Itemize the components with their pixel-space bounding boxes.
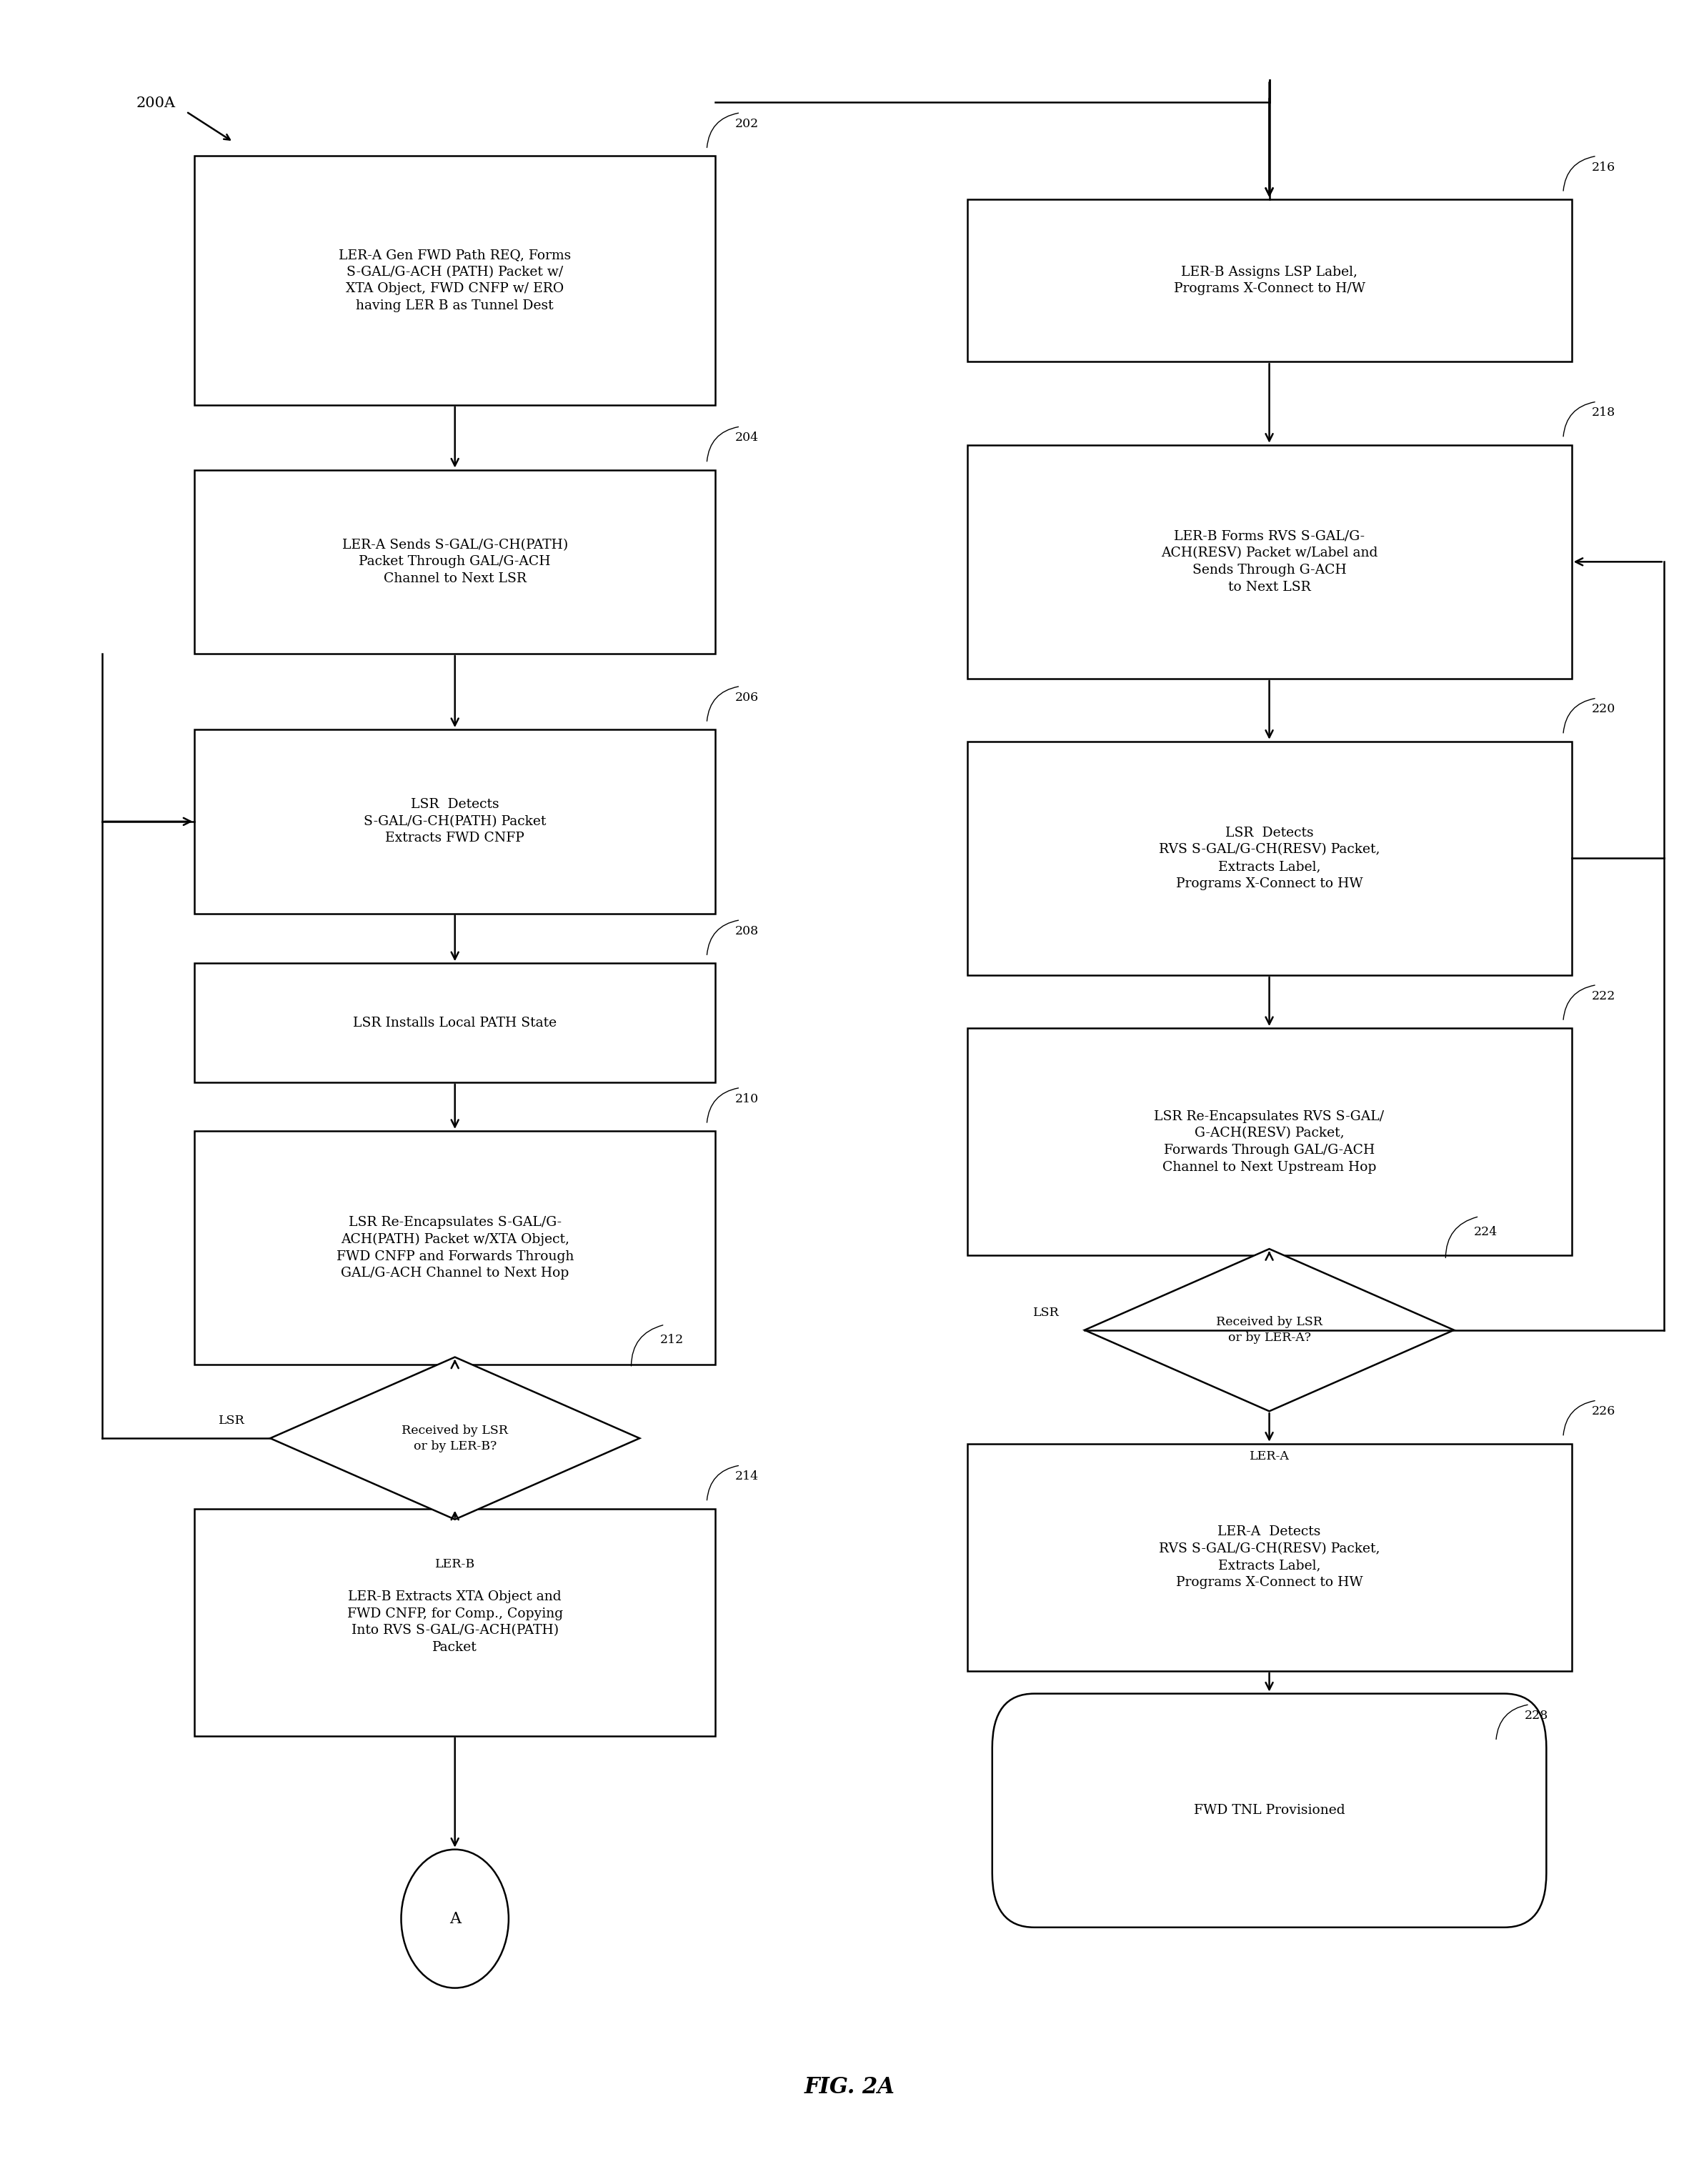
- FancyBboxPatch shape: [967, 1029, 1572, 1256]
- Text: 224: 224: [1475, 1225, 1499, 1238]
- Text: LSR Re-Encapsulates S-GAL/G-
ACH(PATH) Packet w/XTA Object,
FWD CNFP and Forward: LSR Re-Encapsulates S-GAL/G- ACH(PATH) P…: [336, 1216, 574, 1280]
- Text: LER-B: LER-B: [435, 1559, 476, 1570]
- Text: 220: 220: [1592, 703, 1616, 716]
- FancyBboxPatch shape: [195, 470, 715, 653]
- Text: LSR: LSR: [1033, 1306, 1060, 1319]
- Text: 210: 210: [736, 1092, 759, 1105]
- Polygon shape: [270, 1356, 639, 1520]
- Text: FWD TNL Provisioned: FWD TNL Provisioned: [1194, 1804, 1346, 1817]
- Text: 208: 208: [736, 926, 759, 937]
- FancyBboxPatch shape: [992, 1693, 1546, 1926]
- FancyBboxPatch shape: [195, 963, 715, 1083]
- Text: 206: 206: [736, 692, 759, 703]
- Text: 204: 204: [736, 432, 759, 443]
- FancyBboxPatch shape: [967, 446, 1572, 679]
- Text: FIG. 2A: FIG. 2A: [804, 2077, 895, 2099]
- Text: LSR  Detects
RVS S-GAL/G-CH(RESV) Packet,
Extracts Label,
Programs X-Connect to : LSR Detects RVS S-GAL/G-CH(RESV) Packet,…: [1159, 826, 1380, 891]
- Text: Received by LSR
or by LER-A?: Received by LSR or by LER-A?: [1216, 1317, 1322, 1343]
- Text: 226: 226: [1592, 1406, 1616, 1417]
- Polygon shape: [1084, 1249, 1454, 1411]
- Text: LSR  Detects
S-GAL/G-CH(PATH) Packet
Extracts FWD CNFP: LSR Detects S-GAL/G-CH(PATH) Packet Extr…: [364, 797, 545, 845]
- Text: 202: 202: [736, 118, 759, 131]
- Text: LER-A Sends S-GAL/G-CH(PATH)
Packet Through GAL/G-ACH
Channel to Next LSR: LER-A Sends S-GAL/G-CH(PATH) Packet Thro…: [341, 539, 567, 585]
- Text: LSR Installs Local PATH State: LSR Installs Local PATH State: [353, 1016, 557, 1029]
- FancyBboxPatch shape: [195, 729, 715, 913]
- Text: 216: 216: [1592, 162, 1616, 173]
- Text: LER-A Gen FWD Path REQ, Forms
S-GAL/G-ACH (PATH) Packet w/
XTA Object, FWD CNFP : LER-A Gen FWD Path REQ, Forms S-GAL/G-AC…: [338, 249, 571, 312]
- Text: A: A: [449, 1911, 460, 1926]
- FancyBboxPatch shape: [195, 1509, 715, 1736]
- Text: LER-A  Detects
RVS S-GAL/G-CH(RESV) Packet,
Extracts Label,
Programs X-Connect t: LER-A Detects RVS S-GAL/G-CH(RESV) Packe…: [1159, 1527, 1380, 1590]
- Text: 214: 214: [736, 1470, 759, 1483]
- Text: LER-B Forms RVS S-GAL/G-
ACH(RESV) Packet w/Label and
Sends Through G-ACH
to Nex: LER-B Forms RVS S-GAL/G- ACH(RESV) Packe…: [1160, 531, 1378, 594]
- Text: LER-B Extracts XTA Object and
FWD CNFP, for Comp., Copying
Into RVS S-GAL/G-ACH(: LER-B Extracts XTA Object and FWD CNFP, …: [347, 1590, 562, 1653]
- FancyBboxPatch shape: [967, 1444, 1572, 1671]
- FancyBboxPatch shape: [195, 1131, 715, 1365]
- Text: LER-B Assigns LSP Label,
Programs X-Connect to H/W: LER-B Assigns LSP Label, Programs X-Conn…: [1174, 266, 1364, 295]
- FancyBboxPatch shape: [967, 199, 1572, 363]
- Text: 212: 212: [659, 1334, 683, 1345]
- Text: LSR Re-Encapsulates RVS S-GAL/
G-ACH(RESV) Packet,
Forwards Through GAL/G-ACH
Ch: LSR Re-Encapsulates RVS S-GAL/ G-ACH(RES…: [1154, 1109, 1385, 1173]
- Text: 228: 228: [1524, 1710, 1548, 1721]
- Text: Received by LSR
or by LER-B?: Received by LSR or by LER-B?: [401, 1424, 508, 1452]
- FancyBboxPatch shape: [195, 155, 715, 404]
- FancyBboxPatch shape: [967, 740, 1572, 974]
- Text: 222: 222: [1592, 989, 1616, 1002]
- Text: 218: 218: [1592, 406, 1616, 419]
- Text: LER-A: LER-A: [1249, 1450, 1290, 1463]
- Text: LSR: LSR: [219, 1415, 245, 1426]
- Text: 200A: 200A: [136, 96, 175, 109]
